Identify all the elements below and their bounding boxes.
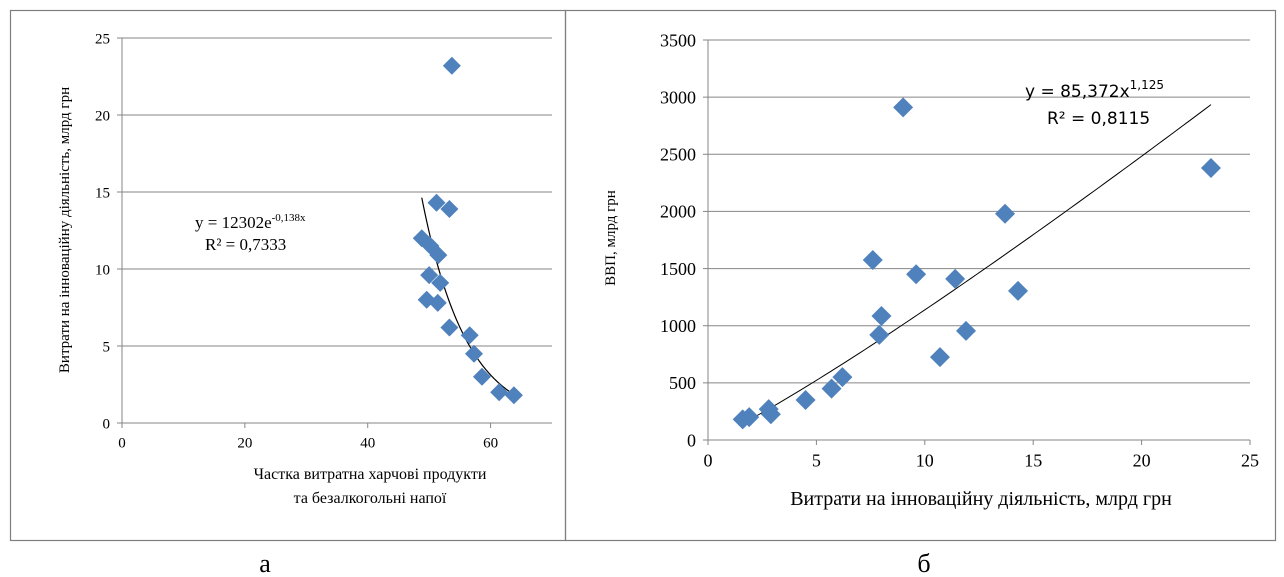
left-chart-frame	[9, 9, 567, 542]
left-data-point	[429, 246, 448, 265]
left-data-point	[428, 293, 447, 312]
right-x-tick-label: 10	[916, 451, 934, 471]
left-y-tick-label: 0	[103, 416, 111, 432]
left-y-tick-label: 20	[95, 108, 110, 124]
left-data-point	[460, 326, 479, 345]
left-x-tick-label: 20	[237, 436, 252, 452]
left-data-point	[464, 344, 483, 363]
left-x-tick-labels: 0 20 40 60	[118, 436, 498, 452]
right-x-tick-label: 15	[1024, 451, 1042, 471]
right-x-tick-label: 5	[812, 451, 821, 471]
right-data-point	[739, 407, 760, 428]
left-x-tick-label: 40	[360, 436, 375, 452]
left-data-point	[442, 56, 461, 75]
right-y-tick-label: 3000	[660, 87, 696, 107]
left-trendline	[421, 197, 515, 396]
left-x-tick-label: 60	[483, 436, 498, 452]
left-data-point	[504, 386, 523, 405]
right-data-point	[945, 268, 966, 289]
left-y-tick-label: 25	[95, 31, 110, 47]
left-data-point	[472, 367, 491, 386]
right-y-tick-label: 2500	[660, 145, 696, 165]
left-data-point	[431, 273, 450, 292]
left-y-tick-label: 10	[95, 262, 110, 278]
right-data-point	[955, 320, 976, 341]
left-chart: 0 5 10 15 20 25 0 20 40 60 y = 12302e-0,138x R² …	[57, 31, 552, 507]
left-x-axis-title-line2: та безалкогольні напої	[294, 490, 447, 507]
right-data-point	[1008, 280, 1029, 301]
right-data-points	[732, 97, 1221, 430]
left-data-point	[427, 193, 446, 212]
right-y-tick-label: 500	[669, 373, 696, 393]
left-data-point	[440, 318, 459, 337]
right-x-tick-labels: 0 5 10 15 20 25	[704, 451, 1260, 471]
right-trend-r2: R² = 0,8115	[1047, 109, 1150, 129]
right-data-point	[760, 404, 781, 425]
left-x-axis-title-line1: Частка витратна харчові продукти	[254, 466, 487, 483]
right-y-tick-label: 3500	[660, 30, 696, 50]
right-data-point	[821, 378, 842, 399]
right-y-axis-title: ВВП, млрд грн	[603, 190, 619, 286]
right-x-tick-label: 0	[704, 451, 713, 471]
left-x-tick-label: 0	[118, 436, 126, 452]
right-y-tick-labels: 0 500 1000 1500 2000 2500 3000 3500	[660, 30, 696, 450]
left-trend-r2: R² = 0,7333	[205, 235, 286, 254]
right-y-tick-label: 1500	[660, 259, 696, 279]
caption-right: б	[917, 549, 930, 577]
right-trend-equation: y = 85,372x1,125	[1025, 78, 1164, 102]
right-data-point	[995, 203, 1016, 224]
left-y-axis-title: Витрати на інноваційну діяльність, млрд …	[57, 87, 73, 373]
right-data-point	[869, 324, 890, 345]
caption-left: а	[259, 549, 271, 577]
right-y-tick-label: 1000	[660, 316, 696, 336]
right-trendline	[742, 104, 1212, 424]
right-chart-frame	[564, 9, 1277, 542]
right-data-point	[795, 390, 816, 410]
left-y-tick-labels: 0 5 10 15 20 25	[95, 31, 110, 432]
right-data-point	[929, 347, 950, 368]
left-y-tick-label: 5	[103, 339, 111, 355]
left-data-point	[490, 383, 509, 402]
right-y-tick-label: 2000	[660, 202, 696, 222]
right-data-point	[871, 306, 892, 326]
left-y-tick-label: 15	[95, 185, 110, 201]
left-trend-equation: y = 12302e-0,138x	[195, 212, 306, 232]
right-gridlines	[703, 39, 1251, 445]
right-x-tick-label: 20	[1133, 451, 1151, 471]
right-x-tick-label: 25	[1241, 451, 1259, 471]
left-gridlines	[117, 37, 552, 428]
right-x-axis-title: Витрати на інноваційну діяльність, млрд …	[790, 488, 1172, 510]
left-data-points	[412, 56, 523, 405]
right-data-point	[893, 97, 914, 118]
right-data-point	[906, 264, 927, 285]
left-data-point	[420, 266, 439, 285]
right-data-point	[1200, 158, 1221, 178]
left-data-point	[440, 199, 459, 218]
right-y-tick-label: 0	[687, 430, 696, 450]
right-data-point	[832, 367, 853, 388]
right-data-point	[862, 250, 883, 270]
